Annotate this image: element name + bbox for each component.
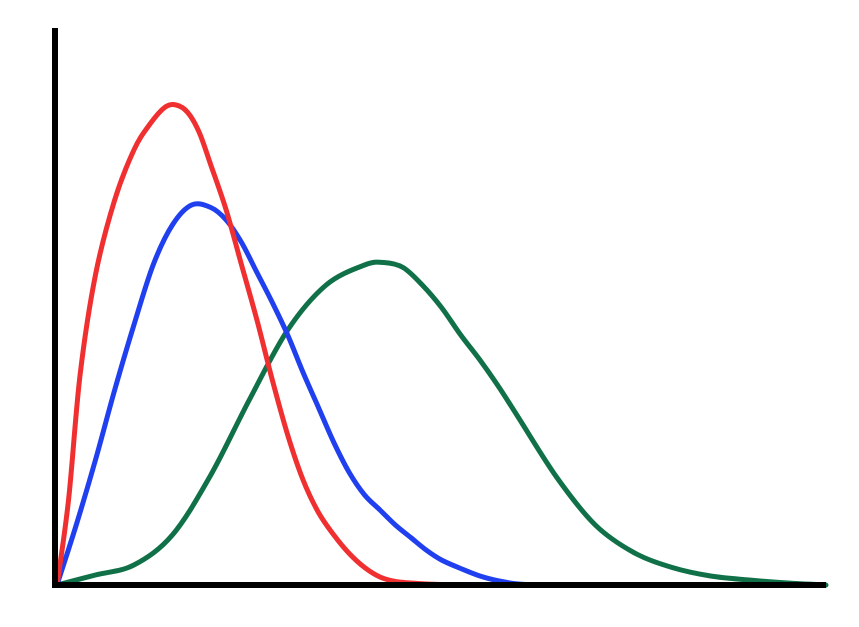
series-line-green	[54, 259, 829, 588]
series-line-blue	[54, 201, 544, 588]
curves-layer	[54, 102, 829, 588]
series-line-red	[54, 102, 491, 588]
